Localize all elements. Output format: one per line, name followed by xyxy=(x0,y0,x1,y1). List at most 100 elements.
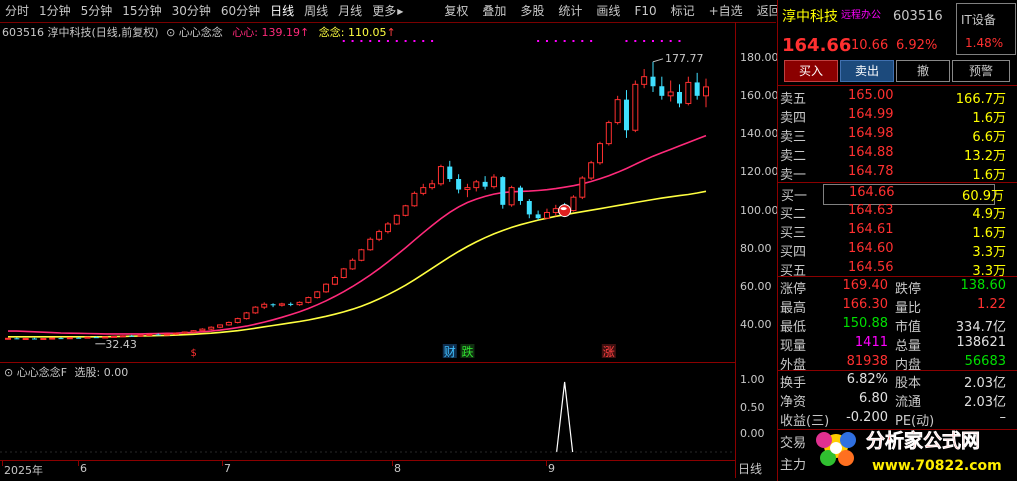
up-arrow-icon: ↑ xyxy=(300,26,310,39)
period-tab[interactable]: 周线 xyxy=(304,4,329,18)
bid-row[interactable]: 买四 164.60 3.3万 xyxy=(778,241,1017,260)
candle-up xyxy=(190,330,197,333)
candle-up xyxy=(349,259,356,270)
candle-up xyxy=(641,76,648,85)
date-tick-label: 9 xyxy=(548,462,555,475)
signal-dot xyxy=(669,40,672,42)
signal-dot xyxy=(625,40,628,42)
signal-dot xyxy=(563,40,566,42)
ask-row[interactable]: 卖二 164.88 13.2万 xyxy=(778,145,1017,164)
candle-down xyxy=(500,177,506,205)
bottom-tab[interactable]: 主力 xyxy=(778,454,1017,473)
sell-button[interactable]: 卖出 xyxy=(840,60,894,82)
more-arrow-icon[interactable]: ▶ xyxy=(397,6,404,16)
stat-row: 现量 1411 总量 138621 xyxy=(778,335,1017,354)
order-price: 164.66 xyxy=(849,185,895,200)
toolbar-button[interactable]: F10 xyxy=(634,4,657,18)
order-level-label: 买五 xyxy=(780,264,807,279)
bid-row[interactable]: 买五 164.56 3.3万 xyxy=(778,260,1017,279)
toolbar-button[interactable]: +自选 xyxy=(708,4,743,18)
bid-row[interactable]: 买一 164.66 60.9万 xyxy=(781,184,1004,205)
price-tick-label: 140.00 xyxy=(740,127,779,141)
sector-name: IT设备 xyxy=(961,13,996,27)
date-tick xyxy=(546,461,547,466)
period-tab[interactable]: 更多 xyxy=(372,4,397,18)
period-tab[interactable]: 5分钟 xyxy=(80,4,113,18)
toolbar-button[interactable]: 画线 xyxy=(596,4,621,18)
candle-up xyxy=(323,283,330,293)
period-toolbar: 分时 1分钟 5分钟 15分钟 30分钟 60分钟 日线 周线 月线 更多 ▶ 复权 叠加 多股 统计 画线 F… xyxy=(0,0,781,23)
ask-row[interactable]: 卖五 165.00 166.7万 xyxy=(778,88,1017,107)
candle-up xyxy=(437,166,444,185)
divider xyxy=(778,370,1017,371)
stat-label: 量比 xyxy=(895,301,922,316)
candle-up xyxy=(111,335,118,338)
stat-row: 最低 150.88 市值 334.7亿 xyxy=(778,316,1017,335)
toolbar-button[interactable]: 多股 xyxy=(520,4,545,18)
ask-row[interactable]: 卖四 164.99 1.6万 xyxy=(778,107,1017,126)
price-tick-label: 160.00 xyxy=(740,88,779,102)
candle-up xyxy=(49,337,56,340)
signal-dot xyxy=(651,40,654,42)
candle-up xyxy=(146,333,153,336)
period-tab[interactable]: 日线 xyxy=(270,4,295,18)
event-marker: 涨 xyxy=(603,344,615,359)
period-tab[interactable]: 月线 xyxy=(338,4,363,18)
alert-button[interactable]: 预警 xyxy=(952,60,1010,82)
ma-slow-line xyxy=(8,190,707,338)
period-tab[interactable]: 分时 xyxy=(5,4,30,18)
candle-up xyxy=(464,187,471,191)
concept-tag[interactable]: 远程办公 xyxy=(841,10,881,21)
stat-label: 市值 xyxy=(895,320,922,335)
chart-title: 603516 淳中科技(日线,前复权) ⊙ 心心念念 心心: 139.19↑ 念… xyxy=(2,24,396,40)
indicator-settings-icon[interactable]: ⊙ xyxy=(166,26,176,39)
cancel-order-button[interactable]: 撤 xyxy=(896,60,950,82)
period-label: 日线 xyxy=(738,462,763,476)
bottom-tab-label: 交易 xyxy=(780,436,807,451)
subchart-plot[interactable] xyxy=(0,362,735,463)
order-level-label: 买三 xyxy=(780,226,807,241)
toolbar-button[interactable]: 统计 xyxy=(558,4,583,18)
signal-dot xyxy=(378,40,381,42)
subchart-settings-icon[interactable]: ⊙ xyxy=(4,366,14,379)
candle-up xyxy=(234,318,241,323)
buy-button[interactable]: 买入 xyxy=(784,60,838,82)
ask-row[interactable]: 卖三 164.98 6.6万 xyxy=(778,126,1017,145)
candle-up xyxy=(402,205,409,216)
sub-tick-label: 1.00 xyxy=(740,373,765,386)
candle-down xyxy=(517,187,523,201)
candle-down xyxy=(58,338,64,340)
candle-up xyxy=(393,214,400,225)
bottom-tab[interactable]: 交易 xyxy=(778,432,1017,451)
toolbar-button[interactable]: 标记 xyxy=(670,4,695,18)
period-tab[interactable]: 30分钟 xyxy=(171,4,211,18)
stat-row: 收益(三) -0.200 PE(动) – xyxy=(778,410,1017,429)
toolbar-button[interactable]: 复权 xyxy=(444,4,469,18)
event-marker-bg xyxy=(601,344,616,358)
ma-fast-line xyxy=(8,134,707,335)
bid-row[interactable]: 买二 164.63 4.9万 xyxy=(778,203,1017,222)
candle-down xyxy=(623,99,629,131)
candle-down xyxy=(694,82,700,96)
indicator-name[interactable]: 心心念念 xyxy=(178,26,223,39)
candle-up xyxy=(5,337,11,340)
period-tab[interactable]: 60分钟 xyxy=(220,4,261,18)
candle-up xyxy=(588,162,595,179)
subchart-label[interactable]: 心心念念F xyxy=(16,366,68,379)
watermark-title: 分析家公式网 xyxy=(866,429,980,452)
toolbar-button[interactable]: 叠加 xyxy=(482,4,507,18)
period-tab[interactable]: 1分钟 xyxy=(39,4,71,18)
candlestick-chart[interactable]: 177.77 32.43 $ 财跌 涨 xyxy=(0,36,735,362)
bid-row[interactable]: 买三 164.61 1.6万 xyxy=(778,222,1017,241)
candle-down xyxy=(155,334,161,336)
ask-row[interactable]: 卖一 164.78 1.6万 xyxy=(778,164,1017,183)
candle-up xyxy=(490,176,497,188)
toolbar-button[interactable]: 返回 xyxy=(756,4,781,18)
sector-badge[interactable]: IT设备 1.48% xyxy=(956,3,1016,55)
stat-value: -0.200 xyxy=(846,410,888,425)
period-tab[interactable]: 15分钟 xyxy=(122,4,162,18)
order-price: 164.99 xyxy=(848,107,894,122)
candle-up xyxy=(217,324,224,328)
order-price: 164.61 xyxy=(848,222,894,237)
date-tick-label: 6 xyxy=(80,462,87,475)
